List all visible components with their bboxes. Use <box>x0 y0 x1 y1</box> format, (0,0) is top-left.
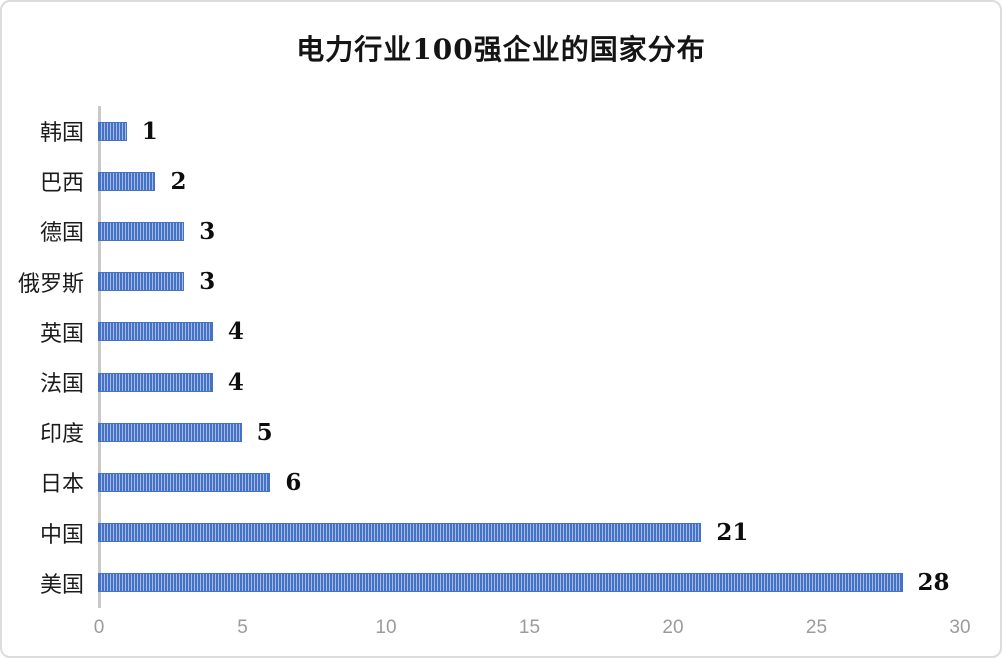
x-tick-label: 15 <box>518 617 541 638</box>
bar-row: 俄罗斯 3 <box>2 257 960 307</box>
bar-track: 5 <box>98 407 960 457</box>
bar <box>98 422 242 442</box>
value-label: 3 <box>199 268 216 296</box>
x-tick-label: 10 <box>375 617 397 638</box>
value-label: 28 <box>917 569 950 597</box>
bar-track: 21 <box>98 508 960 558</box>
bar <box>98 322 213 342</box>
bar-track: 3 <box>98 206 960 256</box>
bar-track: 4 <box>98 357 960 407</box>
value-label: 2 <box>170 167 187 195</box>
category-label: 印度 <box>39 422 84 448</box>
bar-row: 德国 3 <box>2 206 960 256</box>
bar-row: 日本 6 <box>2 457 960 507</box>
x-tick-label: 20 <box>662 617 684 638</box>
bar-row: 巴西 2 <box>2 156 960 206</box>
bar <box>98 221 185 241</box>
bar-track: 6 <box>98 457 960 507</box>
plot-area: 韩国 1 巴西 2 德国 3 俄罗斯 3 英国 4 法国 4 印度 5 日本 6 中国 21 美国 28 <box>2 106 960 608</box>
bar-row: 英国 4 <box>2 307 960 357</box>
bar-row: 中国 21 <box>2 508 960 558</box>
category-label: 英国 <box>39 321 84 347</box>
x-tick-label: 30 <box>949 617 971 638</box>
bar-row: 美国 28 <box>2 558 960 608</box>
bar-track: 2 <box>98 156 960 206</box>
value-label: 4 <box>227 318 244 346</box>
bar-row: 法国 4 <box>2 357 960 407</box>
category-label: 巴西 <box>39 171 84 197</box>
bar <box>98 372 213 392</box>
bar <box>98 523 702 543</box>
bar <box>98 472 271 492</box>
value-label: 5 <box>256 418 273 446</box>
category-label: 俄罗斯 <box>17 271 84 297</box>
bar-row: 韩国 1 <box>2 106 960 156</box>
value-label: 3 <box>199 217 216 245</box>
bar-track: 28 <box>98 558 960 608</box>
x-axis: 0 5 10 15 20 25 30 <box>94 608 971 652</box>
value-label: 1 <box>141 117 158 145</box>
y-axis-line <box>98 106 101 608</box>
bar <box>98 573 903 593</box>
bar-track: 1 <box>98 106 960 156</box>
bar <box>98 272 185 292</box>
bar <box>98 121 127 141</box>
x-tick-label: 0 <box>93 617 105 638</box>
category-label: 日本 <box>39 472 84 498</box>
bar-chart: 韩国 1 巴西 2 德国 3 俄罗斯 3 英国 4 法国 4 印度 5 日本 6 中国 21 美国 28 0 5 10 15… <box>2 106 971 656</box>
x-tick-label: 25 <box>805 617 828 638</box>
category-label: 美国 <box>39 572 84 598</box>
chart-title: 电力行业100强企业的国家分布 <box>296 33 706 66</box>
bar-track: 4 <box>98 307 960 357</box>
category-label: 韩国 <box>39 121 84 147</box>
x-tick-label: 5 <box>237 617 248 638</box>
value-label: 6 <box>285 468 302 496</box>
category-label: 德国 <box>39 221 84 247</box>
value-label: 4 <box>227 368 244 396</box>
bar-track: 3 <box>98 257 960 307</box>
category-label: 法国 <box>39 372 84 398</box>
bar <box>98 171 156 191</box>
category-label: 中国 <box>39 522 84 548</box>
value-label: 21 <box>716 519 749 547</box>
bar-row: 印度 5 <box>2 407 960 457</box>
